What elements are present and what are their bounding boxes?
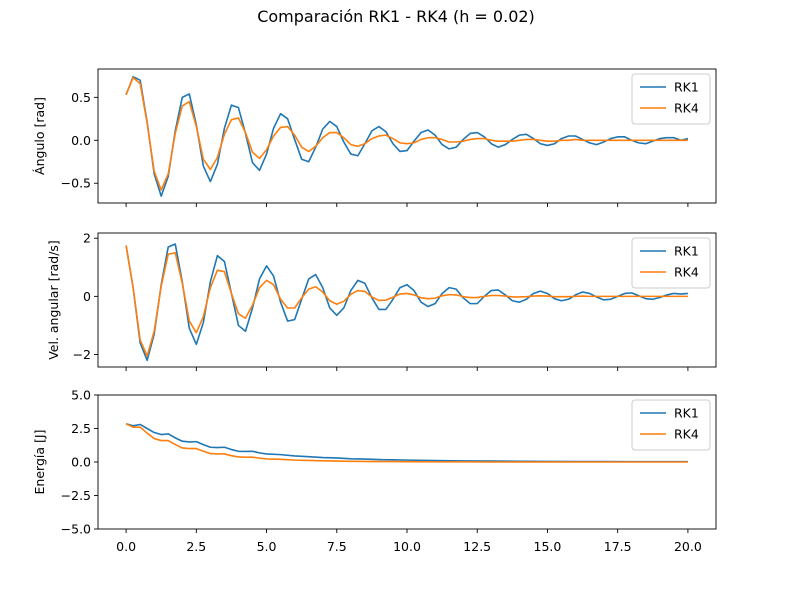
y-tick-label: 0.5 [71, 90, 91, 105]
series-line-rk1 [125, 423, 688, 463]
series-line-rk1 [125, 243, 688, 362]
y-tick-label: −2.5 [61, 488, 91, 503]
y-tick-label: 0 [83, 289, 91, 304]
x-tick-label: 10.0 [393, 539, 421, 554]
series-line-rk1 [125, 75, 689, 197]
x-tick-label: 7.5 [327, 539, 347, 554]
x-tick-label: 2.5 [186, 539, 206, 554]
y-tick-label: 0.0 [71, 455, 91, 470]
series-line-rk4 [125, 76, 688, 191]
x-tick-label: 17.5 [604, 539, 632, 554]
y-tick-label: −2 [73, 347, 91, 362]
x-tick-label: 12.5 [463, 539, 491, 554]
x-tick-label: 5.0 [257, 539, 277, 554]
subplot-3: −5.0 −2.5 0.0 2.5 5.0 0.0 2.5 5.0 7.5 10.0 12.5 15.… [32, 388, 717, 554]
figure-suptitle: Comparación RK1 - RK4 (h = 0.02) [257, 7, 535, 26]
legend-label-rk1: RK1 [674, 406, 699, 421]
y-tick-label: 2.5 [71, 421, 91, 436]
x-tick-label: 20.0 [674, 539, 702, 554]
series-line-rk4 [125, 423, 688, 463]
axes-frame [97, 68, 717, 204]
legend-label-rk4: RK4 [674, 101, 699, 116]
x-tick-label: 15.0 [534, 539, 562, 554]
y-tick-label: −5.0 [61, 522, 91, 537]
y-axis-label: Energía [J] [32, 430, 47, 495]
axes-frame [97, 232, 717, 368]
legend-label-rk4: RK4 [674, 265, 699, 280]
series-line-rk4 [125, 245, 688, 357]
y-tick-label: −0.5 [61, 176, 91, 191]
legend-label-rk4: RK4 [674, 427, 699, 442]
legend-label-rk1: RK1 [674, 80, 699, 95]
legend-label-rk1: RK1 [674, 244, 699, 259]
y-tick-label: 2 [83, 231, 91, 246]
y-tick-label: 5.0 [71, 388, 91, 403]
x-tick-label: 0.0 [116, 539, 136, 554]
y-axis-label: Vel. angular [rad/s] [46, 240, 61, 360]
y-axis-label: Ángulo [rad] [32, 97, 47, 175]
y-tick-label: 0.0 [71, 133, 91, 148]
